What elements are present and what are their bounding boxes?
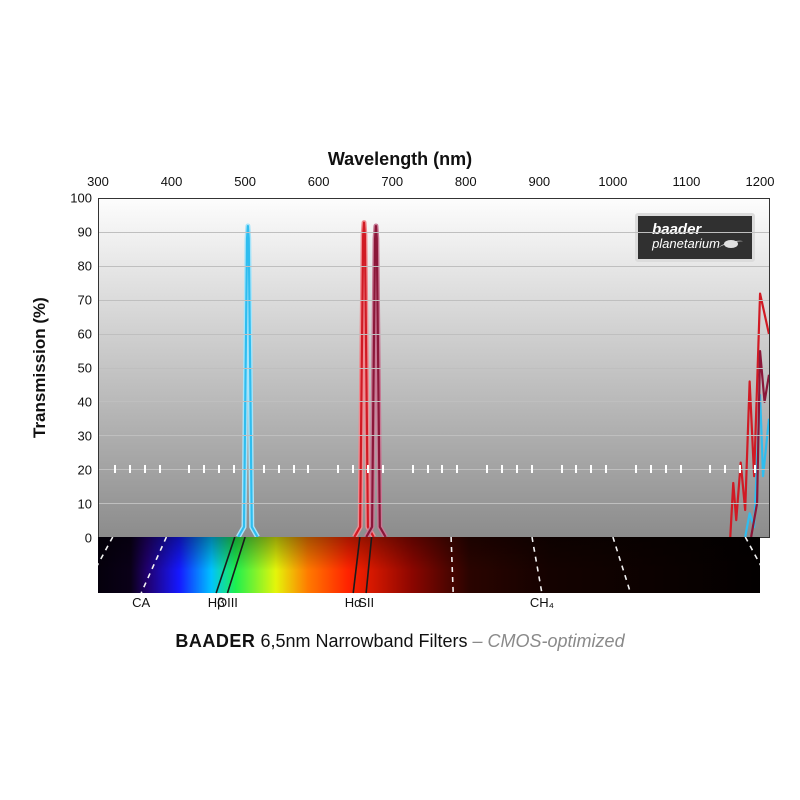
spectrum-svg [98, 537, 760, 615]
y-axis-ticks: 0102030405060708090100 [52, 198, 98, 538]
minor-tick [724, 465, 726, 473]
minor-tick [486, 465, 488, 473]
minor-tick [456, 465, 458, 473]
emission-line-label: SII [358, 595, 374, 610]
gridline [99, 232, 769, 233]
gridline [99, 469, 769, 470]
y-tick-label: 80 [78, 258, 92, 273]
y-axis-title: Transmission (%) [30, 198, 52, 538]
minor-tick [605, 465, 607, 473]
plot-area: baader planetarium [98, 198, 770, 538]
x-tick-label: 400 [161, 174, 183, 189]
emission-line-label: OIII [217, 595, 238, 610]
x-tick-label: 300 [87, 174, 109, 189]
logo-line2: planetarium [652, 237, 738, 251]
x-tick-label: 600 [308, 174, 330, 189]
gridline [99, 300, 769, 301]
minor-tick [516, 465, 518, 473]
minor-tick [709, 465, 711, 473]
y-tick-label: 40 [78, 394, 92, 409]
x-tick-label: 800 [455, 174, 477, 189]
minor-tick [203, 465, 205, 473]
gridline [99, 401, 769, 402]
y-tick-label: 70 [78, 292, 92, 307]
minor-tick [501, 465, 503, 473]
minor-tick [144, 465, 146, 473]
minor-tick [561, 465, 563, 473]
gridline [99, 266, 769, 267]
y-tick-label: 30 [78, 428, 92, 443]
minor-tick [739, 465, 741, 473]
minor-tick [531, 465, 533, 473]
minor-tick [337, 465, 339, 473]
emission-line-label: CA [132, 595, 150, 610]
minor-tick [754, 465, 756, 473]
y-tick-label: 20 [78, 462, 92, 477]
minor-tick [680, 465, 682, 473]
x-tick-label: 900 [528, 174, 550, 189]
emission-line-label: CH₄ [530, 595, 554, 610]
gridline [99, 334, 769, 335]
minor-tick [412, 465, 414, 473]
minor-tick [635, 465, 637, 473]
minor-tick [129, 465, 131, 473]
y-tick-label: 90 [78, 224, 92, 239]
y-tick-label: 100 [70, 190, 92, 205]
y-tick-label: 50 [78, 360, 92, 375]
minor-tick [382, 465, 384, 473]
y-tick-label: 60 [78, 326, 92, 341]
x-axis-title: Wavelength (nm) [30, 149, 770, 170]
minor-tick [159, 465, 161, 473]
minor-tick [114, 465, 116, 473]
gridline [99, 503, 769, 504]
minor-tick [278, 465, 280, 473]
minor-tick [441, 465, 443, 473]
minor-tick [188, 465, 190, 473]
minor-tick [575, 465, 577, 473]
minor-tick [233, 465, 235, 473]
minor-tick [307, 465, 309, 473]
brand-logo: baader planetarium [635, 213, 755, 262]
plot-row: Transmission (%) 0102030405060708090100 … [30, 198, 770, 538]
minor-tick [293, 465, 295, 473]
spectrum-strip: CAHβOIIIHαSIICH₄ [98, 537, 760, 615]
chart-container: Wavelength (nm) 300400500600700800900100… [30, 149, 770, 652]
saturn-icon [724, 240, 738, 248]
caption-gray: – CMOS-optimized [468, 631, 625, 651]
minor-tick [218, 465, 220, 473]
caption: BAADER 6,5nm Narrowband Filters – CMOS-o… [30, 631, 770, 652]
gridline [99, 368, 769, 369]
minor-tick [367, 465, 369, 473]
minor-tick [263, 465, 265, 473]
minor-tick [427, 465, 429, 473]
caption-mid: 6,5nm Narrowband Filters [255, 631, 467, 651]
gridline [99, 435, 769, 436]
minor-tick [352, 465, 354, 473]
x-tick-label: 1200 [746, 174, 775, 189]
caption-brand: BAADER [175, 631, 255, 651]
minor-tick [590, 465, 592, 473]
y-tick-label: 10 [78, 496, 92, 511]
x-tick-label: 1000 [598, 174, 627, 189]
logo-line1: baader [652, 222, 738, 238]
y-tick-label: 0 [85, 530, 92, 545]
chart-frame: Wavelength (nm) 300400500600700800900100… [20, 129, 780, 672]
x-tick-label: 1100 [672, 174, 700, 189]
x-axis-ticks: 300400500600700800900100011001200 [98, 174, 760, 198]
x-tick-label: 700 [381, 174, 403, 189]
minor-tick [650, 465, 652, 473]
x-tick-label: 500 [234, 174, 256, 189]
minor-tick [665, 465, 667, 473]
